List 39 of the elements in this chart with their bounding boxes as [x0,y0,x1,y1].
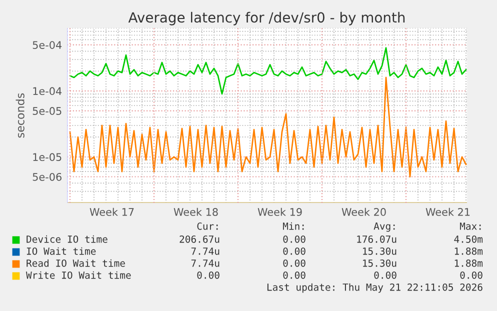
text: 15.30u [363,247,396,255]
x-tick-label: Week 18 [174,208,218,216]
y-tick-label: 5e-05 [32,107,62,115]
legend-label: Write IO Wait time [26,271,131,279]
text: 4.50m [454,235,483,243]
y-tick-label: 1e-04 [33,87,62,96]
text: Min: [282,222,304,230]
y-tick-label: 1e-05 [33,153,62,162]
text: 0.00 [283,271,306,279]
text: 7.74u [191,248,220,255]
line-series [69,47,467,95]
y-axis-title: seconds [16,93,24,138]
x-tick-label: Week 20 [342,208,386,216]
text: 0.00 [283,259,306,267]
x-tick-label: Week 17 [90,208,134,216]
text: Last update: Thu May 21 22:11:05 2026 [267,283,482,293]
legend-label: Device IO time [26,235,108,243]
text: 7.74u [191,260,220,267]
text: 1.88m [454,247,483,255]
legend-label: Read IO Wait time [26,259,125,267]
x-tick-label: Week 21 [426,208,470,216]
text: 0.00 [374,271,396,279]
text: Avg: [374,222,395,232]
text: Max: [460,222,481,230]
text: 0.00 [460,271,482,279]
text: 176.07u [357,235,396,243]
y-tick-label: 5e-04 [32,41,62,49]
text: 1.88m [454,259,483,267]
text: 15.30u [363,259,396,267]
x-tick-label: Week 19 [258,208,302,216]
text: 0.00 [197,271,220,279]
chart-title: Average latency for /dev/sr0 - by month [128,12,405,26]
text: 206.67u [180,235,220,243]
text: Cur: [197,222,218,230]
y-tick-label: 5e-06 [32,172,62,181]
line-series [69,76,467,178]
text: 0.00 [283,247,306,255]
legend-label: IO Wait time [26,247,96,255]
text: 0.00 [283,235,306,243]
